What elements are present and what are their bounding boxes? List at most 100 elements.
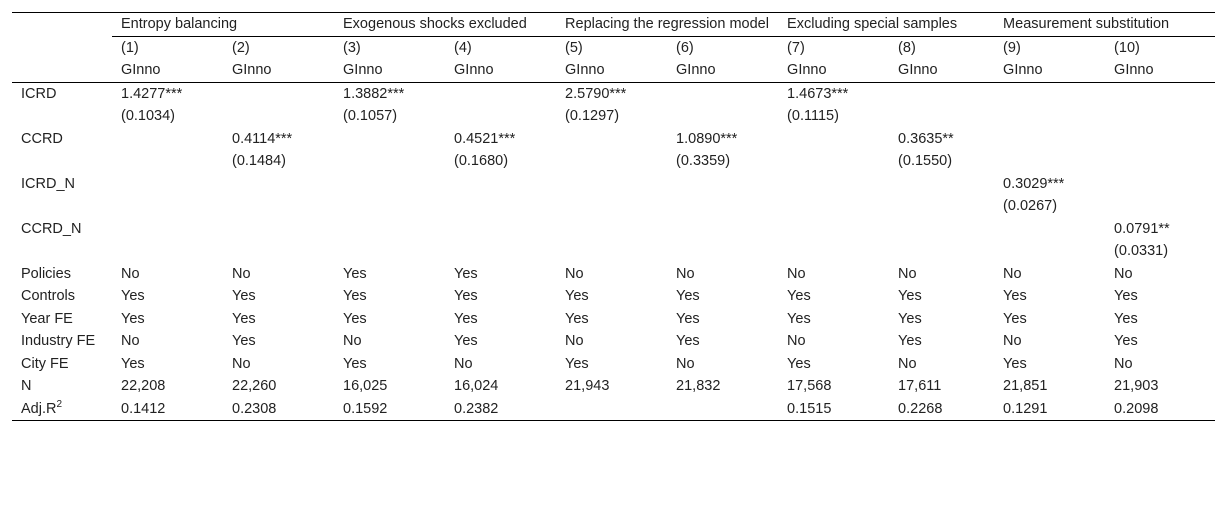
info-cell: 21,832	[676, 378, 721, 394]
info-cell: No	[787, 265, 806, 282]
info-cell: Yes	[565, 310, 589, 327]
info-cell: No	[1003, 265, 1022, 282]
coefficient-cell: 1.4277***	[121, 85, 183, 102]
standard-error-cell: (0.1057)	[343, 108, 398, 124]
info-cell: Yes	[454, 265, 478, 282]
info-cell: 0.2382	[445, 397, 557, 421]
coefficient-cell: 2.5790***	[565, 85, 627, 102]
standard-error-cell	[1105, 105, 1215, 128]
standard-error-cell	[1105, 150, 1215, 173]
info-cell: No	[787, 333, 806, 349]
dependent-variable: GInno	[223, 59, 335, 83]
info-cell: 21,943	[565, 378, 610, 394]
info-cell: 0.1515	[778, 397, 890, 421]
standard-error-cell	[994, 150, 1105, 173]
info-cell: Yes	[1114, 333, 1138, 349]
info-cell: No	[565, 265, 584, 282]
info-cell: 17,568	[787, 378, 832, 394]
info-cell: 21,903	[1114, 378, 1159, 394]
info-cell: No	[454, 355, 473, 372]
coefficient-cell	[112, 128, 223, 151]
dependent-variable: GInno	[889, 59, 995, 83]
coefficient-cell	[889, 173, 994, 196]
coefficient-cell	[112, 218, 223, 241]
info-cell: Yes	[232, 288, 256, 304]
dependent-variable: GInno	[1105, 59, 1216, 83]
coefficient-cell	[778, 128, 889, 151]
info-cell: No	[1003, 333, 1022, 349]
info-cell: Yes	[343, 288, 367, 304]
row-label: N	[12, 375, 112, 398]
dependent-variable: GInno	[445, 59, 557, 83]
standard-error-cell	[994, 105, 1105, 128]
row-label: CCRD	[21, 130, 63, 147]
row-label-empty	[12, 195, 112, 218]
info-cell: Yes	[898, 288, 922, 304]
info-cell: Yes	[787, 355, 811, 372]
coefficient-cell	[994, 128, 1105, 151]
column-number: (6)	[667, 35, 779, 59]
coefficient-cell: 0.4114***	[232, 130, 293, 147]
standard-error-cell	[334, 240, 445, 263]
info-row: Industry FE No Yes No Yes No Yes No Yes No Yes	[12, 330, 1215, 353]
coefficient-cell	[889, 82, 994, 105]
standard-error-cell	[556, 195, 667, 218]
row-label-text: Policies	[21, 265, 71, 282]
standard-error-row: (0.1034) (0.1057) (0.1297) (0.1115)	[12, 105, 1215, 128]
dependent-variable: GInno	[556, 59, 668, 83]
coefficient-cell	[223, 82, 334, 105]
standard-error-cell	[667, 105, 778, 128]
info-cell: Yes	[565, 288, 589, 304]
standard-error-cell	[889, 105, 994, 128]
standard-error-cell	[556, 150, 667, 173]
stub-cell	[12, 36, 112, 59]
row-label-text: Adj.R	[21, 400, 57, 417]
info-cell: No	[232, 265, 251, 282]
row-label: Year FE	[12, 308, 112, 331]
info-cell	[556, 397, 668, 421]
info-cell: No	[232, 355, 251, 372]
coefficient-cell	[1105, 173, 1215, 196]
standard-error-cell	[994, 240, 1105, 263]
info-row: City FE Yes No Yes No Yes No Yes No Yes No	[12, 353, 1215, 376]
row-label: ICRD_N	[21, 175, 75, 192]
info-cell: Yes	[898, 333, 922, 349]
regression-results-table: Entropy balancing Exogenous shocks exclu…	[12, 12, 1216, 421]
dependent-variable: GInno	[667, 59, 779, 83]
coefficient-cell: 1.0890***	[676, 130, 738, 147]
info-cell: 16,024	[454, 378, 499, 394]
column-number: (7)	[778, 35, 890, 59]
coefficient-cell	[445, 173, 556, 196]
info-cell: Yes	[676, 288, 700, 304]
info-cell: Yes	[787, 288, 811, 304]
coefficient-cell: 1.3882***	[343, 85, 405, 102]
coefficient-cell: 0.4521***	[454, 130, 516, 147]
info-cell: Yes	[1003, 310, 1027, 327]
dependent-variable: GInno	[112, 59, 223, 83]
info-cell: No	[898, 265, 917, 282]
coefficient-cell	[445, 82, 556, 105]
column-number: (2)	[223, 35, 335, 59]
coefficient-cell	[778, 218, 889, 241]
info-cell: No	[121, 333, 140, 349]
column-number: (5)	[556, 35, 668, 59]
column-number: (8)	[889, 35, 995, 59]
info-cell: 0.2308	[223, 397, 335, 421]
coefficient-cell	[994, 218, 1105, 241]
standard-error-cell: (0.1297)	[565, 108, 620, 124]
info-cell: Yes	[454, 288, 478, 304]
coefficient-cell	[556, 128, 667, 151]
coefficient-cell	[667, 173, 778, 196]
row-label-empty	[12, 150, 112, 173]
stub-header	[12, 12, 112, 36]
standard-error-row: (0.0267)	[12, 195, 1215, 218]
info-cell: Yes	[1003, 355, 1027, 372]
coefficient-cell	[667, 82, 778, 105]
info-cell: Yes	[343, 355, 367, 372]
coefficient-cell: 0.3635**	[898, 130, 954, 147]
info-row: Policies No No Yes Yes No No No No No No	[12, 263, 1215, 286]
standard-error-cell	[889, 240, 994, 263]
coefficient-row: CCRD_N 0.0791**	[12, 218, 1215, 241]
info-cell: No	[343, 333, 362, 349]
row-label-text: Industry FE	[21, 333, 96, 349]
